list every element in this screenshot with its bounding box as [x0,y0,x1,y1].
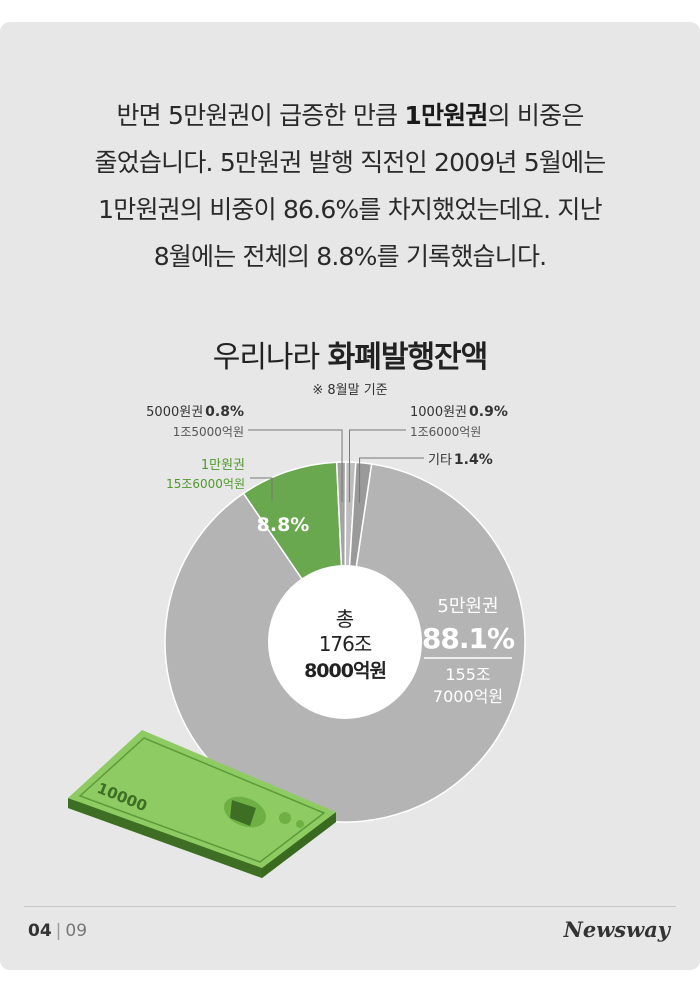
label-5000-pct: 0.8% [205,404,244,420]
label-other-pct: 1.4% [454,452,493,468]
center-label-3: 8000억원 [304,660,386,682]
brand-logo: Newsway [563,917,670,942]
page-indicator: 04 | 09 [28,921,87,941]
leader-other [359,457,424,503]
leader-1000 [348,429,406,503]
label-other-row: 기타 1.4% [428,452,493,468]
label-50000-pct: 88.1% [422,622,515,655]
label-50000-amount-1: 155조 [445,665,490,684]
para-line-2: 줄었습니다. 5만원권 발행 직전인 2009년 5월에는 [94,148,607,177]
leader-5000 [248,429,343,503]
label-10000-name: 1만원권 [201,458,245,473]
center-label-2: 176조 [319,632,372,656]
chart-title-bold: 화폐발행잔액 [327,340,489,375]
label-1000-amount: 1조6000억원 [410,425,481,439]
center-label-1: 총 [336,607,354,631]
label-50000-name: 5만원권 [437,596,498,617]
label-other-name: 기타 [428,453,452,468]
para-line-1c: 의 비중은 [487,101,585,130]
label-5000-row: 5000원권 0.8% [146,404,244,420]
para-line-1-bold: 1만원권 [404,101,488,130]
label-10000-pct: 8.8% [257,514,310,536]
para-line-1: 반면 5만원권이 급증한 만큼 1만원권의 비중은 [40,92,660,139]
label-5000-name: 5000원권 [146,405,203,420]
label-5000-amount: 1조5000억원 [173,425,244,439]
banknote-stack-icon: 10000 [68,730,336,878]
para-line-4: 8월에는 전체의 8.8%를 기록했습니다. [153,242,547,271]
page-total: 09 [65,921,88,941]
para-line-3: 1만원권의 비중이 86.6%를 차지했었는데요. 지난 [98,195,602,224]
label-1000-name: 1000원권 [410,405,467,420]
label-leader-lines [248,429,424,503]
footer-rule [24,906,676,907]
leader-10000 [250,477,273,500]
pie-center-disk [268,565,422,719]
chart-title-plain: 우리나라 [212,340,328,375]
chart-note: ※ 8월말 기준 [312,383,388,398]
page-current: 04 [28,921,52,941]
page-separator: | [55,921,62,941]
label-1000-pct: 0.9% [469,404,508,420]
para-line-1a: 반면 5만원권이 급증한 만큼 [116,101,405,130]
label-50000-amount-2: 7000억원 [433,687,503,706]
chart-title: 우리나라 화폐발행잔액 [0,332,700,376]
label-1000-row: 1000원권 0.9% [410,404,508,420]
intro-paragraph: 반면 5만원권이 급증한 만큼 1만원권의 비중은 줄었습니다. 5만원권 발행… [40,92,660,280]
label-10000-amount: 15조6000억원 [166,477,245,491]
